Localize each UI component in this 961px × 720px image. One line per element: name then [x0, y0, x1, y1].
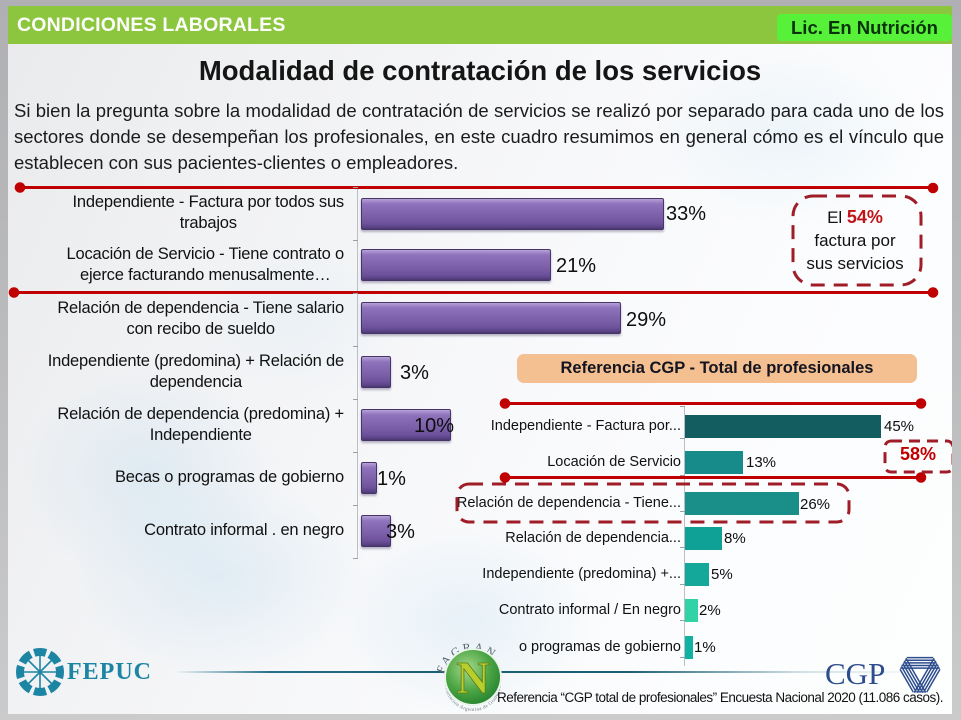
svg-text:N: N — [456, 652, 489, 703]
